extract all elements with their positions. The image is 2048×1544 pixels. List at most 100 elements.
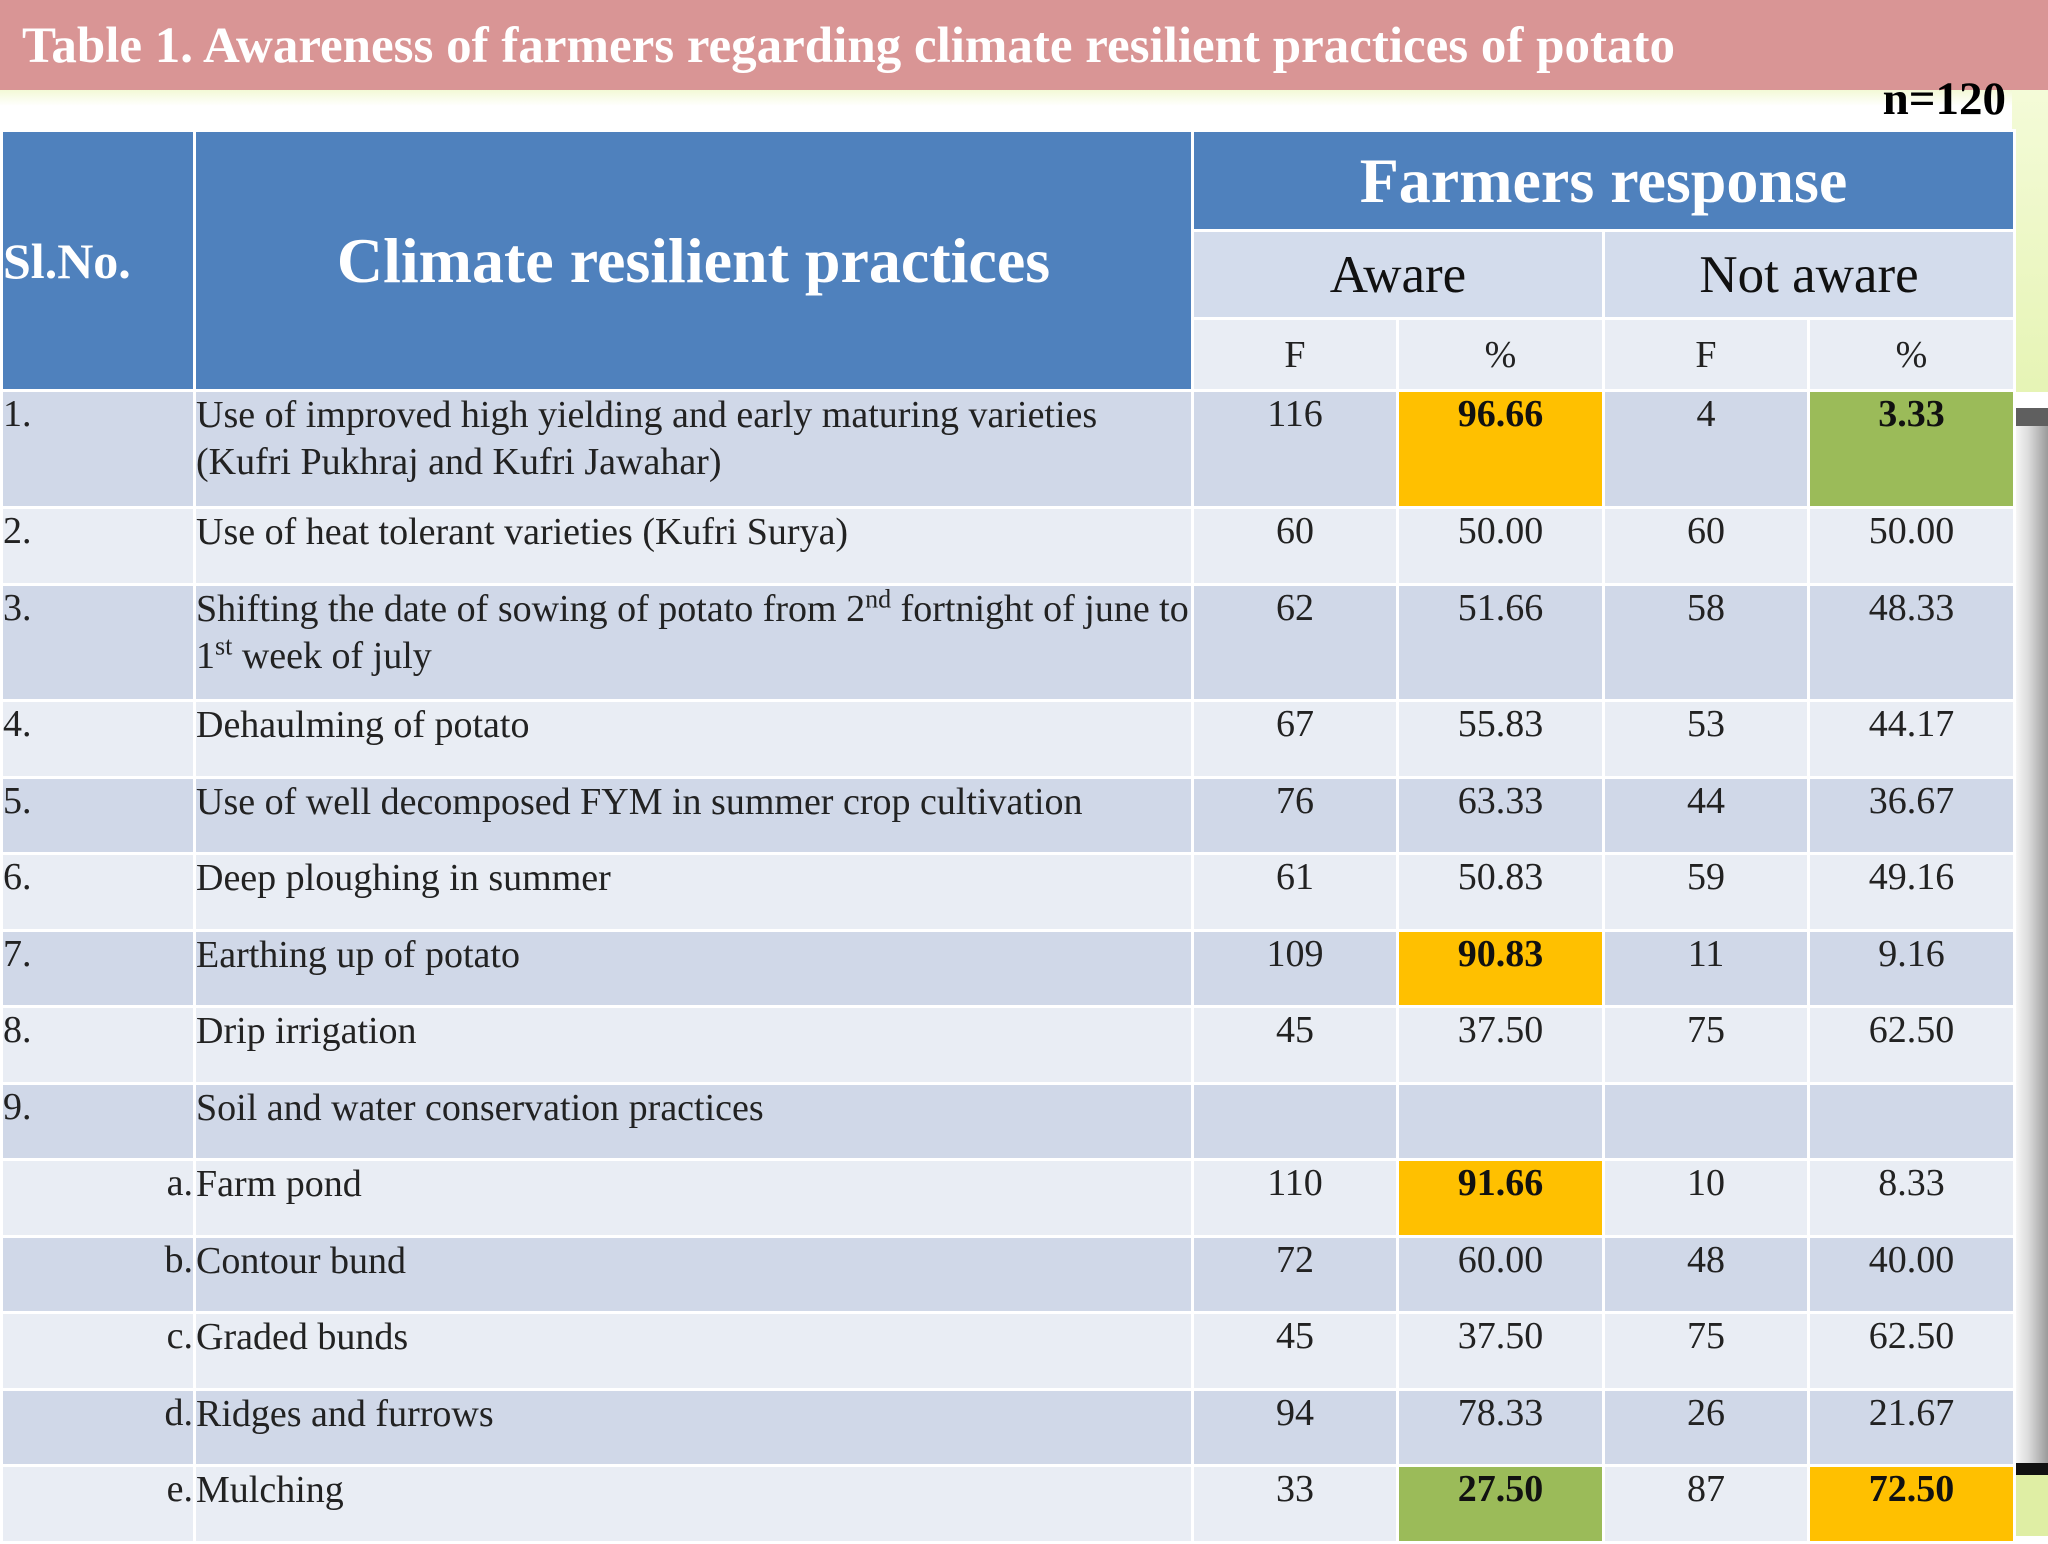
row-practice: Graded bunds: [193, 1311, 1194, 1391]
row-not-aware-f: 75: [1602, 1311, 1810, 1391]
row-aware-f: [1191, 1082, 1399, 1161]
row-sl-no: 9.: [0, 1082, 196, 1161]
row-practice: Use of well decomposed FYM in summer cro…: [193, 776, 1194, 855]
row-not-aware-pct: 49.16: [1807, 852, 2016, 932]
header-farmers-response: Farmers response: [1191, 129, 2016, 232]
table-row: 9. Soil and water conservation practices: [0, 1082, 2016, 1161]
row-not-aware-f: 53: [1602, 699, 1810, 779]
table-row: 1. Use of improved high yielding and ear…: [0, 389, 2016, 509]
row-aware-f: 60: [1191, 506, 1399, 586]
row-sl-no: 5.: [0, 776, 196, 855]
row-aware-f: 61: [1191, 852, 1399, 932]
header-aware-pct: %: [1396, 317, 1605, 392]
sample-size-label: n=120: [1882, 73, 2006, 125]
row-sl-no: 6.: [0, 852, 196, 932]
header-sl-no: Sl.No.: [0, 129, 196, 392]
row-practice: Farm pond: [193, 1158, 1194, 1238]
row-practice: Mulching: [193, 1464, 1194, 1544]
row-aware-f: 94: [1191, 1388, 1399, 1467]
table-row: e. Mulching 33 27.50 87 72.50: [0, 1464, 2016, 1544]
row-not-aware-f: 75: [1602, 1005, 1810, 1085]
row-not-aware-pct: [1807, 1082, 2016, 1161]
row-aware-pct: 91.66: [1396, 1158, 1605, 1238]
row-practice: Shifting the date of sowing of potato fr…: [193, 583, 1194, 702]
row-not-aware-f: 87: [1602, 1464, 1810, 1544]
ordinal-suffix: st: [215, 631, 233, 661]
row-sl-no: 8.: [0, 1005, 196, 1085]
title-underline-band: [0, 90, 2048, 106]
row-aware-pct: 96.66: [1396, 389, 1605, 509]
row-not-aware-pct: 72.50: [1807, 1464, 2016, 1544]
row-aware-f: 33: [1191, 1464, 1399, 1544]
row-aware-pct: 78.33: [1396, 1388, 1605, 1467]
row-not-aware-pct: 48.33: [1807, 583, 2016, 702]
row-not-aware-f: 10: [1602, 1158, 1810, 1238]
row-aware-f: 76: [1191, 776, 1399, 855]
row-aware-f: 109: [1191, 929, 1399, 1008]
row-aware-pct: 55.83: [1396, 699, 1605, 779]
row-practice: Ridges and furrows: [193, 1388, 1194, 1467]
row-aware-pct: 60.00: [1396, 1235, 1605, 1314]
row-practice: Deep ploughing in summer: [193, 852, 1194, 932]
row-not-aware-pct: 40.00: [1807, 1235, 2016, 1314]
table-row: 7. Earthing up of potato 109 90.83 11 9.…: [0, 929, 2016, 1008]
row-not-aware-f: 4: [1602, 389, 1810, 509]
row-not-aware-f: [1602, 1082, 1810, 1161]
row-sl-no: c.: [0, 1311, 196, 1391]
row-sl-no: d.: [0, 1388, 196, 1467]
right-decor-black: [2012, 1463, 2048, 1475]
header-not-aware-pct: %: [1807, 317, 2016, 392]
row-not-aware-pct: 50.00: [1807, 506, 2016, 586]
row-not-aware-pct: 9.16: [1807, 929, 2016, 1008]
header-aware-f: F: [1191, 317, 1399, 392]
right-decor-grey: [2012, 408, 2048, 1463]
table-row: a. Farm pond 110 91.66 10 8.33: [0, 1158, 2016, 1238]
practice-text-part: fortnight of june to 1: [196, 588, 1189, 677]
row-sl-no: a.: [0, 1158, 196, 1238]
row-not-aware-pct: 3.33: [1807, 389, 2016, 509]
row-sl-no: 2.: [0, 506, 196, 586]
row-not-aware-pct: 8.33: [1807, 1158, 2016, 1238]
row-aware-f: 110: [1191, 1158, 1399, 1238]
row-not-aware-pct: 44.17: [1807, 699, 2016, 779]
row-aware-f: 67: [1191, 699, 1399, 779]
row-not-aware-f: 44: [1602, 776, 1810, 855]
row-sl-no: b.: [0, 1235, 196, 1314]
row-not-aware-pct: 62.50: [1807, 1005, 2016, 1085]
header-practice: Climate resilient practices: [193, 129, 1194, 392]
row-not-aware-f: 60: [1602, 506, 1810, 586]
row-aware-pct: 50.00: [1396, 506, 1605, 586]
table-row: 4. Dehaulming of potato 67 55.83 53 44.1…: [0, 699, 2016, 779]
table-row: 3. Shifting the date of sowing of potato…: [0, 583, 2016, 702]
row-aware-pct: 27.50: [1396, 1464, 1605, 1544]
table-row: 2. Use of heat tolerant varieties (Kufri…: [0, 506, 2016, 586]
row-sl-no: e.: [0, 1464, 196, 1544]
table-row: 8. Drip irrigation 45 37.50 75 62.50: [0, 1005, 2016, 1085]
table-row: d. Ridges and furrows 94 78.33 26 21.67: [0, 1388, 2016, 1467]
practice-text-part: Shifting the date of sowing of potato fr…: [196, 588, 866, 630]
awareness-table: Sl.No. Climate resilient practices Farme…: [0, 129, 2016, 1544]
table-row: b. Contour bund 72 60.00 48 40.00: [0, 1235, 2016, 1314]
row-practice: Use of heat tolerant varieties (Kufri Su…: [193, 506, 1194, 586]
row-not-aware-f: 48: [1602, 1235, 1810, 1314]
row-not-aware-f: 58: [1602, 583, 1810, 702]
row-not-aware-pct: 36.67: [1807, 776, 2016, 855]
row-aware-pct: 37.50: [1396, 1311, 1605, 1391]
row-not-aware-f: 26: [1602, 1388, 1810, 1467]
row-not-aware-f: 11: [1602, 929, 1810, 1008]
row-sl-no: 1.: [0, 389, 196, 509]
ordinal-suffix: nd: [865, 584, 892, 614]
row-aware-pct: 63.33: [1396, 776, 1605, 855]
table-row: c. Graded bunds 45 37.50 75 62.50: [0, 1311, 2016, 1391]
row-not-aware-pct: 21.67: [1807, 1388, 2016, 1467]
row-practice: Earthing up of potato: [193, 929, 1194, 1008]
row-practice: Soil and water conservation practices: [193, 1082, 1194, 1161]
row-aware-f: 72: [1191, 1235, 1399, 1314]
row-practice: Use of improved high yielding and early …: [193, 389, 1194, 509]
right-decor-cap: [2012, 408, 2048, 426]
header-not-aware-f: F: [1602, 317, 1810, 392]
row-aware-pct: 90.83: [1396, 929, 1605, 1008]
row-aware-pct: 50.83: [1396, 852, 1605, 932]
row-aware-pct: [1396, 1082, 1605, 1161]
table-row: 6. Deep ploughing in summer 61 50.83 59 …: [0, 852, 2016, 932]
